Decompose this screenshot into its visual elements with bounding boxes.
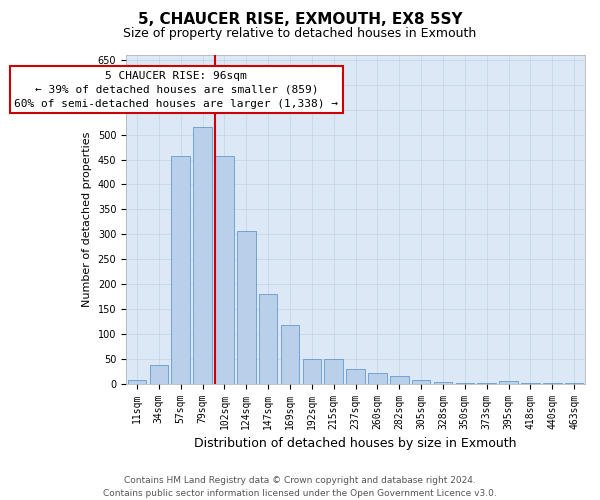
Bar xyxy=(215,156,234,384)
Bar xyxy=(237,232,256,384)
Bar xyxy=(434,382,452,384)
Text: 5, CHAUCER RISE, EXMOUTH, EX8 5SY: 5, CHAUCER RISE, EXMOUTH, EX8 5SY xyxy=(137,12,463,28)
Bar xyxy=(543,382,562,384)
Bar xyxy=(390,376,409,384)
Bar xyxy=(478,382,496,384)
Text: Size of property relative to detached houses in Exmouth: Size of property relative to detached ho… xyxy=(124,28,476,40)
Bar xyxy=(346,369,365,384)
Bar xyxy=(521,382,539,384)
Text: Contains HM Land Registry data © Crown copyright and database right 2024.
Contai: Contains HM Land Registry data © Crown c… xyxy=(103,476,497,498)
Bar xyxy=(149,366,168,384)
Bar xyxy=(128,380,146,384)
Text: 5 CHAUCER RISE: 96sqm
← 39% of detached houses are smaller (859)
60% of semi-det: 5 CHAUCER RISE: 96sqm ← 39% of detached … xyxy=(14,71,338,109)
Bar xyxy=(455,382,474,384)
Bar xyxy=(302,359,321,384)
Bar xyxy=(499,381,518,384)
Bar xyxy=(368,372,386,384)
Bar xyxy=(281,325,299,384)
X-axis label: Distribution of detached houses by size in Exmouth: Distribution of detached houses by size … xyxy=(194,437,517,450)
Bar xyxy=(193,127,212,384)
Bar xyxy=(325,359,343,384)
Bar xyxy=(172,156,190,384)
Bar xyxy=(412,380,430,384)
Bar xyxy=(259,294,277,384)
Bar xyxy=(565,382,583,384)
Y-axis label: Number of detached properties: Number of detached properties xyxy=(82,132,92,307)
